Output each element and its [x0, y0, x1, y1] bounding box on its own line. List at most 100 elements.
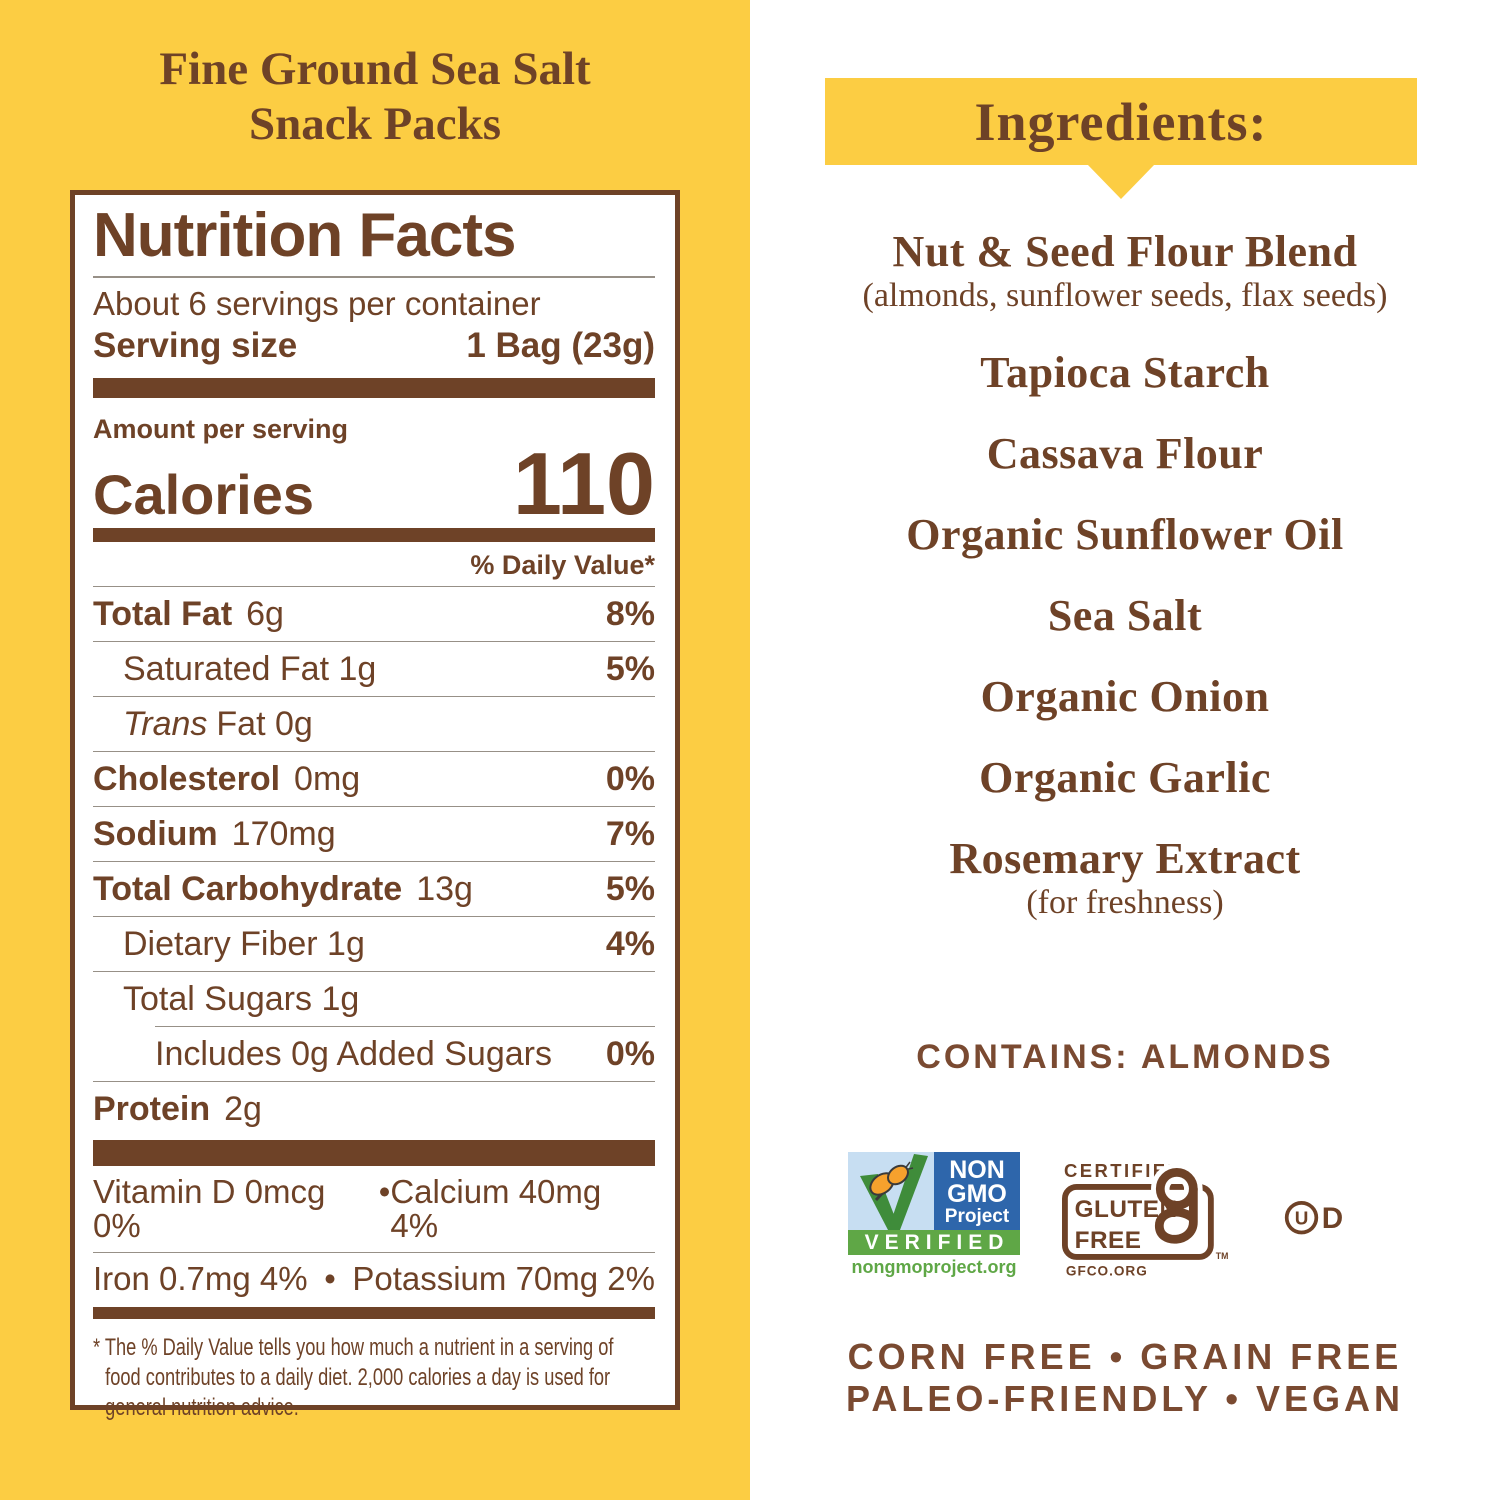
nutrient-row-trans-fat: Trans Fat 0g	[93, 696, 655, 751]
nutrient-amount: 0mg	[294, 760, 361, 799]
nutrient-dv: 5%	[605, 870, 655, 909]
nutrient-amount: 13g	[416, 870, 473, 909]
nongmo-blue-background	[933, 1152, 1020, 1230]
ingredient-name: Organic Sunflower Oil	[906, 510, 1344, 559]
calories-value: 110	[513, 434, 655, 534]
ingredient-item: Organic Sunflower Oil	[750, 511, 1500, 559]
allergen-statement: CONTAINS: ALMONDS	[916, 1038, 1334, 1076]
servings-per-container: About 6 servings per container	[93, 285, 541, 323]
nutrient-name: Saturated Fat 1g	[123, 650, 377, 689]
non-gmo-project-verified-logo: NON GMO Project VERIFIED nongmoproject.o…	[847, 1152, 1020, 1277]
nutrient-dv: 0%	[605, 760, 655, 799]
nutrient-row-sodium: Sodium 170mg 7%	[93, 806, 655, 861]
nutrient-dv: 4%	[605, 925, 655, 964]
nutrient-row-total-fat: Total Fat 6g 8%	[93, 586, 655, 641]
gf-trademark: TM	[1215, 1251, 1228, 1261]
divider	[93, 276, 655, 279]
gluten-free-g-icon	[1149, 1163, 1203, 1249]
nutrient-amount: 6g	[246, 595, 284, 634]
kosher-u: U	[1294, 1207, 1308, 1228]
ingredient-name: Organic Garlic	[979, 753, 1271, 802]
nongmo-verified-band	[847, 1230, 1020, 1255]
ingredient-name: Tapioca Starch	[980, 348, 1270, 397]
nutrient-row-total-carbohydrate: Total Carbohydrate 13g 5%	[93, 861, 655, 916]
left-yellow-panel: Fine Ground Sea Salt Snack Packs Nutriti…	[0, 0, 750, 1500]
nutrient-dv: 8%	[605, 595, 655, 634]
nutrient-name: Total Sugars 1g	[123, 980, 360, 1019]
ingredient-item: Organic Garlic	[750, 754, 1500, 802]
footnote-line: * The % Daily Value tells you how much a…	[93, 1334, 614, 1362]
nutrient-dv: 0%	[605, 1035, 655, 1074]
thick-divider-bar	[93, 1140, 655, 1167]
vitamin-left: Iron 0.7mg 4%	[93, 1260, 308, 1298]
ingredient-note: (almonds, sunflower seeds, flax seeds)	[862, 277, 1388, 314]
ingredients-title: Ingredients:	[974, 91, 1268, 152]
ingredient-name: Cassava Flour	[986, 429, 1264, 478]
nutrient-row-protein: Protein 2g	[93, 1081, 655, 1136]
footnote-line: food contributes to a daily diet. 2,000 …	[105, 1364, 611, 1392]
calories-row: Calories 110	[93, 434, 655, 534]
product-title-line1: Fine Ground Sea Salt	[159, 43, 591, 95]
claims-line2: PALEO-FRIENDLY • VEGAN	[845, 1378, 1404, 1419]
nongmo-url: nongmoproject.org	[851, 1257, 1016, 1277]
medium-divider-bar	[93, 528, 655, 543]
serving-size-value: 1 Bag (23g)	[466, 326, 655, 366]
nutrient-amount: 170mg	[231, 815, 336, 854]
nongmo-text-project: Project	[944, 1206, 1009, 1227]
ingredient-name: Organic Onion	[980, 672, 1270, 721]
calories-label: Calories	[93, 463, 314, 527]
ingredient-name: Nut & Seed Flour Blend	[892, 227, 1358, 276]
butterfly-icon	[868, 1161, 913, 1202]
gf-url: GFCO.ORG	[1065, 1263, 1147, 1278]
nutrient-name: Total Carbohydrate	[93, 870, 403, 909]
nutrient-name-italic: Trans	[123, 705, 208, 744]
serving-size-label: Serving size	[93, 326, 298, 366]
nutrient-dv: 5%	[605, 650, 655, 689]
ingredient-item: Nut & Seed Flour Blend (almonds, sunflow…	[750, 228, 1500, 316]
daily-value-header: % Daily Value*	[470, 550, 655, 581]
product-title: Fine Ground Sea Salt Snack Packs	[0, 42, 750, 151]
nutrient-amount: 2g	[224, 1090, 262, 1129]
bullet-separator: •	[324, 1260, 336, 1298]
nutrient-name: Cholesterol	[93, 760, 281, 799]
nutrient-name: Dietary Fiber 1g	[123, 925, 365, 964]
vitamin-right: Calcium 40mg 4%	[390, 1173, 602, 1245]
serving-size-row: Serving size 1 Bag (23g)	[93, 324, 655, 368]
amount-per-serving-label: Amount per serving	[93, 414, 349, 445]
nutrient-name: Total Fat	[93, 595, 233, 634]
nutrition-facts-title: Nutrition Facts	[93, 201, 516, 270]
nutrient-dv: 7%	[605, 815, 655, 854]
nongmo-text-non: NON	[949, 1156, 1005, 1184]
banner-pointer-icon	[1087, 164, 1155, 199]
gf-border	[1061, 1184, 1214, 1260]
vitamin-row-2: Iron 0.7mg 4% • Potassium 70mg 2%	[93, 1252, 655, 1305]
nongmo-text-gmo: GMO	[947, 1180, 1007, 1208]
right-ingredients-panel: Ingredients: Nut & Seed Flour Blend (alm…	[750, 0, 1500, 1500]
nutrient-name: Sodium	[93, 815, 218, 854]
ingredient-note: (for freshness)	[1026, 884, 1224, 921]
nongmo-text-verified: VERIFIED	[864, 1231, 1009, 1254]
circle-u-icon: U	[1284, 1201, 1318, 1235]
nutrient-row-saturated-fat: Saturated Fat 1g 5%	[93, 641, 655, 696]
gf-text-certified: CERTIFIED	[1063, 1160, 1182, 1181]
product-title-line2: Snack Packs	[248, 97, 502, 150]
nutrition-facts-panel: Nutrition Facts About 6 servings per con…	[70, 190, 680, 1421]
nutrient-row-total-sugars: Total Sugars 1g	[93, 971, 655, 1026]
certification-badges: NON GMO Project VERIFIED nongmoproject.o…	[750, 1152, 1500, 1280]
nutrient-name: Includes 0g Added Sugars	[155, 1035, 552, 1074]
ingredient-item: Organic Onion	[750, 673, 1500, 721]
ingredients-list: Nut & Seed Flour Blend (almonds, sunflow…	[750, 228, 1500, 956]
medium-divider-bar	[93, 1307, 655, 1320]
gf-text-gluten: GLUTEN	[1074, 1196, 1177, 1223]
nutrient-row-dietary-fiber: Dietary Fiber 1g 4%	[93, 916, 655, 971]
gf-text-free: FREE	[1074, 1227, 1141, 1254]
vitamin-right: Potassium 70mg 2%	[352, 1260, 655, 1298]
nutrient-row-cholesterol: Cholesterol 0mg 0%	[93, 751, 655, 806]
ingredient-item: Tapioca Starch	[750, 349, 1500, 397]
thick-divider-bar	[93, 378, 655, 399]
diet-claims: CORN FREE • GRAIN FREE PALEO-FRIENDLY • …	[750, 1336, 1500, 1420]
vitamin-row-1: Vitamin D 0mcg 0% • Calcium 40mg 4%	[93, 1166, 655, 1252]
ingredient-name: Sea Salt	[1047, 591, 1203, 640]
nutrient-row-added-sugars: Includes 0g Added Sugars 0%	[155, 1026, 655, 1081]
vitamin-left: Vitamin D 0mcg 0%	[93, 1173, 326, 1245]
